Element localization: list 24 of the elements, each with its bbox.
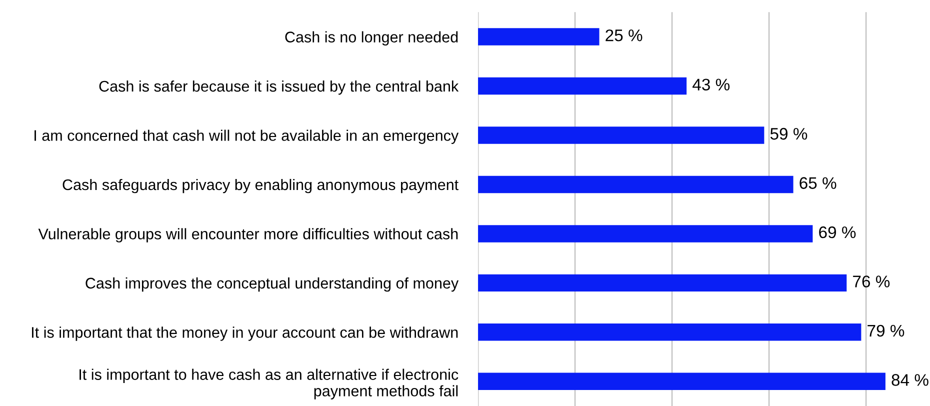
- data-label: 69 %: [819, 226, 856, 238]
- y-tick-label: Cash is safer because it is issued by the central bank: [99, 80, 459, 95]
- y-tick-label: Cash safeguards privacy by enabling anonymous payment: [62, 178, 458, 194]
- data-label: 59 %: [770, 128, 808, 140]
- y-tick-label: Cash improves the conceptual understanding of money: [86, 277, 459, 292]
- bar: [478, 274, 847, 292]
- bar: [478, 126, 764, 144]
- data-label: 25 %: [606, 29, 642, 42]
- data-label: 43 %: [692, 78, 730, 90]
- y-tick-label: I am concerned that cash will not be available in an emergency: [34, 130, 459, 144]
- y-tick-label: It is important that the money in your account can be withdrawn: [32, 326, 458, 341]
- bar: [478, 225, 813, 242]
- bar: [478, 176, 794, 194]
- data-label: 79 %: [868, 324, 904, 337]
- bar: [478, 372, 886, 390]
- bar: [478, 28, 600, 46]
- bar: [478, 77, 687, 95]
- bar: [478, 324, 862, 341]
- y-tick-label: Vulnerable groups will encounter more difficulties without cash: [38, 228, 458, 242]
- y-tick-label: It is important to have cash as an alternative if electronic payment methods fail: [80, 368, 458, 400]
- data-label: 84 %: [892, 374, 928, 386]
- y-tick-label: Cash is no longer needed: [285, 31, 458, 46]
- data-label: 65 %: [800, 177, 836, 189]
- data-label: 76 %: [853, 276, 890, 288]
